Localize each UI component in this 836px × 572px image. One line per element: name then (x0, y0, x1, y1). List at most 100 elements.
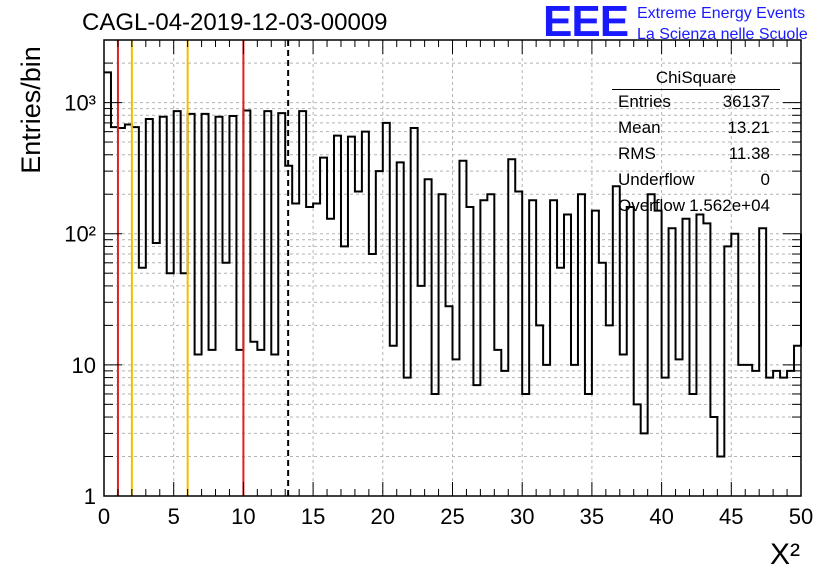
x-tick-label: 35 (580, 504, 604, 529)
histogram-bin (369, 254, 376, 496)
histogram-bin (738, 365, 745, 496)
y-tick-label: 1 (84, 484, 96, 509)
y-tick-label: 10² (64, 222, 96, 247)
histogram-bin (689, 394, 696, 496)
histogram-bin (480, 200, 487, 496)
histogram-bin (585, 394, 592, 496)
histogram-bin (745, 365, 752, 496)
histogram-bin (459, 161, 466, 496)
histogram-bin (466, 207, 473, 496)
eee-logo: EEE Extreme Energy Events La Scienza nel… (543, 0, 833, 46)
stats-row: Mean 13.21 (612, 118, 780, 144)
histogram-bin (153, 243, 160, 496)
histogram-bin (243, 111, 250, 496)
x-tick-label: 45 (719, 504, 743, 529)
histogram-bin (132, 127, 139, 496)
x-tick-label: 15 (301, 504, 325, 529)
histogram-bin (508, 159, 515, 496)
histogram-bin (118, 128, 125, 496)
histogram-bin (641, 433, 648, 496)
y-tick-label: 10³ (64, 91, 96, 116)
histogram-bin (606, 325, 613, 496)
x-tick-label: 50 (789, 504, 813, 529)
histogram-bin (655, 211, 662, 496)
histogram-bin (202, 114, 209, 496)
histogram-bin (599, 263, 606, 496)
stats-value: 1.562e+04 (689, 196, 770, 215)
histogram-bin (264, 111, 271, 496)
y-axis-label: Entries/bin (16, 46, 46, 174)
histogram-bin (557, 268, 564, 496)
histogram-bin (794, 346, 801, 496)
histogram-bin (676, 359, 683, 496)
histogram-bin (703, 223, 710, 496)
histogram-bin (515, 191, 522, 496)
histogram-bin (292, 203, 299, 496)
histogram-bin (578, 194, 585, 496)
histogram-bin (167, 273, 174, 496)
x-tick-label: 30 (510, 504, 534, 529)
histogram-bin (222, 263, 229, 496)
x-axis-label: X² (770, 538, 800, 571)
histogram-bin (188, 114, 195, 496)
histogram-bin (780, 378, 787, 496)
histogram-bin (257, 350, 264, 496)
histogram-bin (446, 306, 453, 496)
histogram-bin (195, 354, 202, 496)
stats-header: ChiSquare (612, 68, 780, 90)
stats-row: Underflow 0 (612, 170, 780, 196)
stats-key: Entries (618, 92, 671, 111)
histogram-bin (766, 378, 773, 496)
logo-line-1: Extreme Energy Events (637, 5, 806, 22)
histogram-bin (683, 219, 690, 496)
stats-box: ChiSquare Entries 36137 Mean 13.21 RMS 11.3… (612, 68, 780, 222)
logo-line-2: La Scienza nelle Scuole (637, 26, 808, 43)
logo-mark: EEE (543, 0, 629, 46)
stats-value: 11.38 (728, 144, 770, 163)
histogram-bin (160, 117, 167, 496)
histogram-bin (327, 219, 334, 496)
x-tick-label: 5 (168, 504, 180, 529)
x-tick-label: 40 (649, 504, 673, 529)
x-tick-label: 0 (98, 504, 110, 529)
histogram-bin (731, 234, 738, 496)
histogram-bin (494, 350, 501, 496)
histogram-bin (439, 194, 446, 496)
stats-value: 36137 (722, 92, 770, 111)
histogram-bin (125, 125, 132, 496)
histogram-bin (550, 200, 557, 496)
histogram-bin (648, 194, 655, 496)
histogram-bin (111, 127, 118, 496)
stats-key: Overflow (618, 196, 686, 215)
histogram-bin (634, 404, 641, 496)
histogram-bin (571, 365, 578, 496)
histogram-bin (613, 186, 620, 496)
x-tick-label: 25 (440, 504, 464, 529)
histogram-bin (278, 113, 285, 496)
histogram-bin (620, 354, 627, 496)
histogram-bin (662, 378, 669, 496)
reference-lines (116, 40, 290, 496)
y-tick-label: 10 (72, 353, 96, 378)
histogram-bin (139, 268, 146, 496)
histogram-bin (383, 123, 390, 496)
histogram-bin (564, 215, 571, 496)
histogram-bin (348, 137, 355, 496)
histogram-bin (404, 378, 411, 496)
histogram-bin (453, 359, 460, 496)
histogram-bin (181, 273, 188, 496)
histogram-bin (355, 191, 362, 496)
histogram-bin (522, 394, 529, 496)
stats-row: RMS 11.38 (612, 144, 780, 170)
histogram-bin (250, 342, 257, 496)
stats-row: Overflow 1.562e+04 (612, 196, 780, 222)
stats-key: Mean (618, 118, 661, 137)
histogram-bin (390, 346, 397, 496)
histogram-bin (306, 207, 313, 496)
histogram-bin (320, 158, 327, 496)
histogram-bin (216, 117, 223, 496)
histogram-bin (752, 371, 759, 496)
histogram-bin (313, 203, 320, 496)
histogram-bin (592, 211, 599, 496)
axes: 0 5 10 15 20 25 30 35 40 45 50 1 10 10² 10³ (64, 39, 813, 529)
